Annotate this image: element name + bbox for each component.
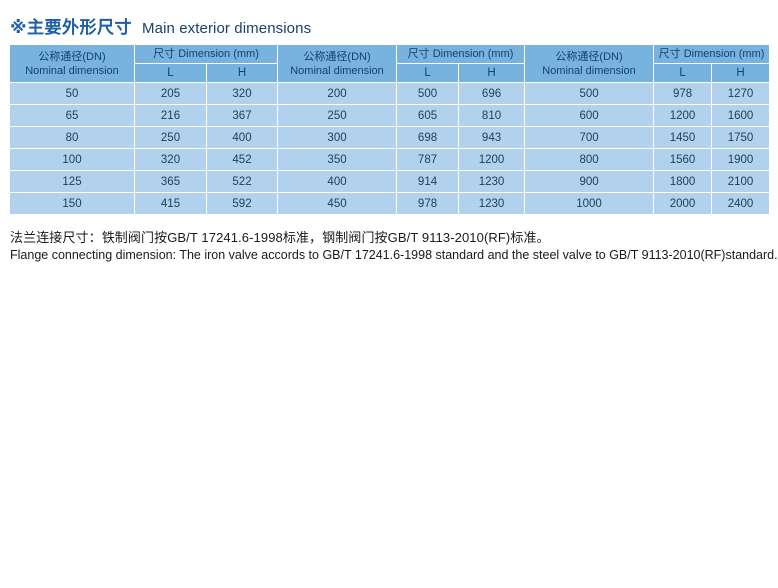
- cell-h: 2100: [712, 171, 770, 193]
- cell-l: 1800: [654, 171, 713, 193]
- cell-h: 452: [207, 149, 279, 171]
- col-header-l-1: L: [135, 64, 207, 83]
- col-header-nominal-1: 公称通径(DN) Nominal dimension: [10, 45, 135, 83]
- table-body: 50 205 320 200 500 696 500 978 1270 65 2…: [10, 83, 770, 215]
- col-header-nominal-2: 公称通径(DN) Nominal dimension: [278, 45, 398, 83]
- cell-h: 2400: [712, 193, 770, 215]
- cell-h: 696: [459, 83, 526, 105]
- table-row: 65 216 367 250 605 810 600 1200 1600: [10, 105, 770, 127]
- cell-h: 810: [459, 105, 526, 127]
- cell-h: 1230: [459, 193, 526, 215]
- cell-l: 1560: [654, 149, 713, 171]
- col-header-dimension-group-2: 尺寸 Dimension (mm): [397, 45, 526, 64]
- main-exterior-dimensions-table: 公称通径(DN) Nominal dimension 尺寸 Dimension …: [10, 45, 770, 215]
- cell-h: 522: [207, 171, 279, 193]
- col-header-dimension-group-1-label: 尺寸 Dimension (mm): [153, 48, 259, 60]
- cell-dn: 200: [278, 83, 398, 105]
- col-header-nominal-3-en: Nominal dimension: [542, 64, 636, 77]
- footnote-en: Flange connecting dimension: The iron va…: [10, 248, 778, 262]
- title-text-cn: 主要外形尺寸: [27, 18, 133, 37]
- cell-dn: 250: [278, 105, 398, 127]
- cell-dn: 125: [10, 171, 135, 193]
- cell-h: 592: [207, 193, 279, 215]
- col-header-dimension-group-1: 尺寸 Dimension (mm): [135, 45, 279, 64]
- footnote: 法兰连接尺寸：铁制阀门按GB/T 17241.6-1998标准，钢制阀门按GB/…: [10, 229, 778, 264]
- table-header-row-top: 公称通径(DN) Nominal dimension 尺寸 Dimension …: [10, 45, 770, 83]
- cell-dn: 50: [10, 83, 135, 105]
- cell-l: 978: [654, 83, 713, 105]
- col-header-nominal-1-en: Nominal dimension: [25, 64, 119, 77]
- cell-l: 978: [397, 193, 460, 215]
- cell-l: 320: [135, 149, 207, 171]
- cell-l: 605: [397, 105, 460, 127]
- cell-l: 1450: [654, 127, 713, 149]
- col-header-nominal-2-cn: 公称通径(DN): [303, 50, 371, 63]
- col-header-l-3: L: [654, 64, 713, 83]
- cell-l: 500: [397, 83, 460, 105]
- cell-dn: 450: [278, 193, 398, 215]
- cell-h: 1270: [712, 83, 770, 105]
- cell-l: 914: [397, 171, 460, 193]
- cell-h: 1600: [712, 105, 770, 127]
- col-header-h-2: H: [459, 64, 526, 83]
- cell-h: 1200: [459, 149, 526, 171]
- table-header: 公称通径(DN) Nominal dimension 尺寸 Dimension …: [10, 45, 770, 83]
- cell-dn: 400: [278, 171, 398, 193]
- cell-dn: 900: [525, 171, 655, 193]
- page-title: ※主要外形尺寸 Main exterior dimensions: [10, 13, 311, 38]
- cell-l: 216: [135, 105, 207, 127]
- cell-dn: 700: [525, 127, 655, 149]
- cell-l: 2000: [654, 193, 713, 215]
- table-row: 80 250 400 300 698 943 700 1450 1750: [10, 127, 770, 149]
- cell-dn: 350: [278, 149, 398, 171]
- cell-h: 400: [207, 127, 279, 149]
- table-row: 100 320 452 350 787 1200 800 1560 1900: [10, 149, 770, 171]
- col-header-h-1: H: [207, 64, 279, 83]
- cell-dn: 100: [10, 149, 135, 171]
- col-header-l-2: L: [397, 64, 460, 83]
- cell-h: 943: [459, 127, 526, 149]
- cell-l: 415: [135, 193, 207, 215]
- cell-l: 250: [135, 127, 207, 149]
- col-header-dimension-group-2-label: 尺寸 Dimension (mm): [407, 48, 514, 60]
- col-header-nominal-3: 公称通径(DN) Nominal dimension: [525, 45, 655, 83]
- cell-h: 320: [207, 83, 279, 105]
- table-row: 125 365 522 400 914 1230 900 1800 2100: [10, 171, 770, 193]
- col-header-nominal-3-cn: 公称通径(DN): [555, 50, 623, 63]
- col-header-dimension-group-3: 尺寸 Dimension (mm): [654, 45, 770, 64]
- cell-l: 205: [135, 83, 207, 105]
- cell-l: 365: [135, 171, 207, 193]
- cell-l: 787: [397, 149, 460, 171]
- col-header-nominal-1-cn: 公称通径(DN): [38, 50, 106, 63]
- cell-dn: 800: [525, 149, 655, 171]
- title-marker-icon: ※: [10, 18, 28, 37]
- col-header-h-3: H: [712, 64, 770, 83]
- cell-h: 1900: [712, 149, 770, 171]
- footnote-cn: 法兰连接尺寸：铁制阀门按GB/T 17241.6-1998标准，钢制阀门按GB/…: [10, 230, 550, 245]
- cell-l: 1200: [654, 105, 713, 127]
- cell-l: 698: [397, 127, 460, 149]
- page-title-cn: ※主要外形尺寸: [10, 13, 132, 38]
- table-row: 150 415 592 450 978 1230 1000 2000 2400: [10, 193, 770, 215]
- cell-h: 367: [207, 105, 279, 127]
- cell-dn: 300: [278, 127, 398, 149]
- cell-dn: 1000: [525, 193, 655, 215]
- cell-dn: 150: [10, 193, 135, 215]
- col-header-nominal-2-en: Nominal dimension: [290, 64, 384, 77]
- table-header-row-sub: L H L H L H: [10, 64, 770, 83]
- cell-dn: 80: [10, 127, 135, 149]
- cell-h: 1750: [712, 127, 770, 149]
- col-header-dimension-group-3-label: 尺寸 Dimension (mm): [658, 48, 765, 60]
- cell-dn: 600: [525, 105, 655, 127]
- cell-dn: 500: [525, 83, 655, 105]
- table-row: 50 205 320 200 500 696 500 978 1270: [10, 83, 770, 105]
- cell-dn: 65: [10, 105, 135, 127]
- page-title-en: Main exterior dimensions: [142, 20, 312, 37]
- cell-h: 1230: [459, 171, 526, 193]
